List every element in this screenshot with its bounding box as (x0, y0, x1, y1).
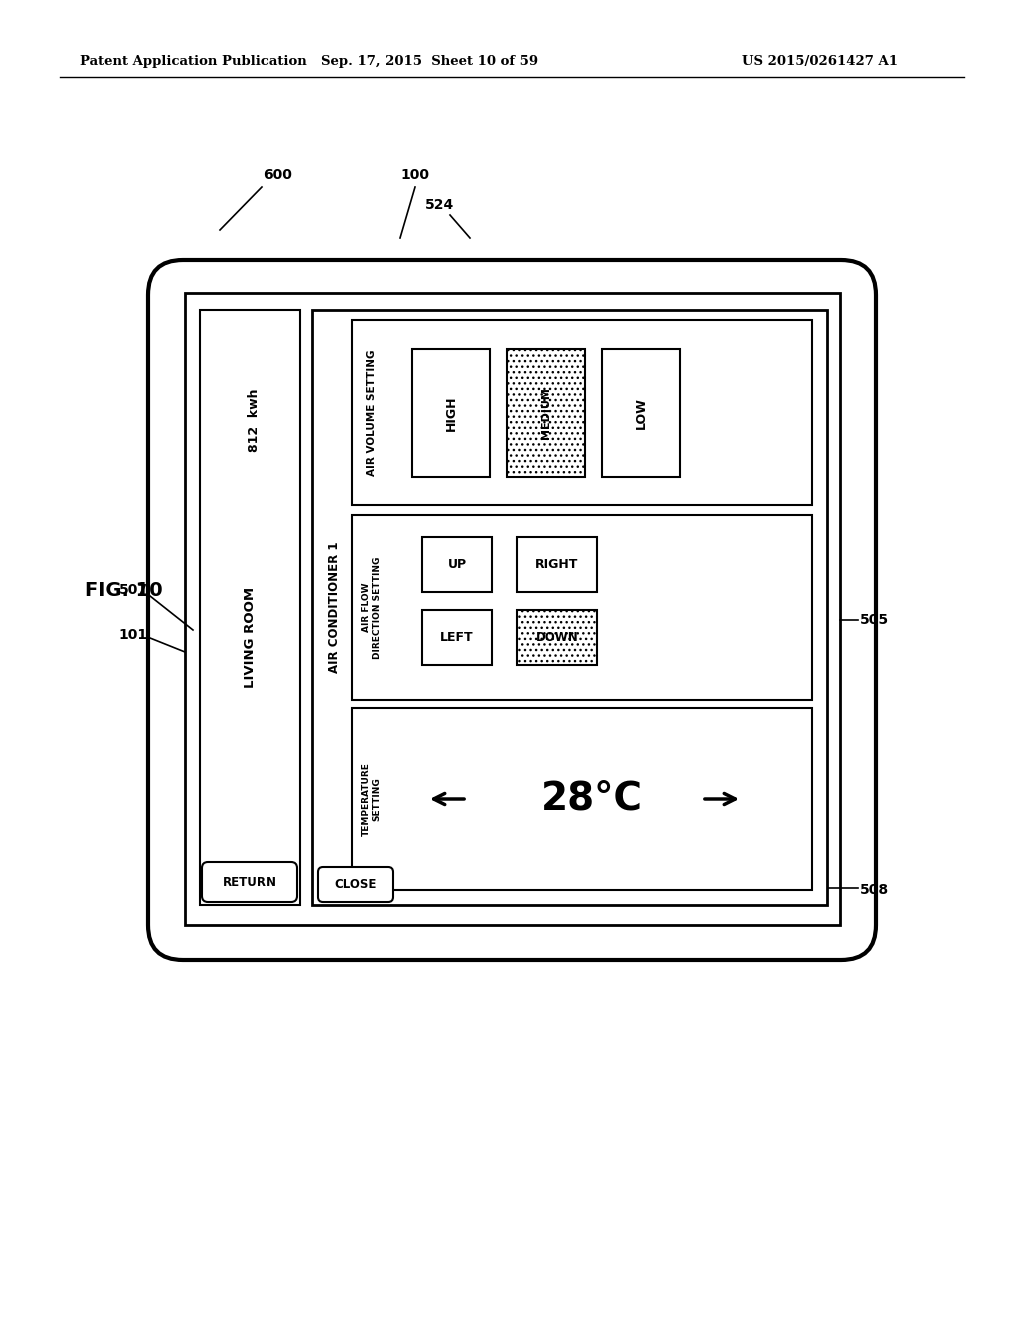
Text: Patent Application Publication: Patent Application Publication (80, 55, 307, 69)
Bar (422, 537, 492, 591)
Text: RETURN: RETURN (222, 875, 276, 888)
Bar (352, 708, 812, 890)
Text: UP: UP (447, 558, 467, 572)
Text: HIGH: HIGH (444, 395, 458, 430)
Text: US 2015/0261427 A1: US 2015/0261427 A1 (742, 55, 898, 69)
Bar (602, 348, 680, 477)
Text: MEDIUM: MEDIUM (541, 387, 551, 440)
Bar (517, 537, 597, 591)
Bar (352, 319, 812, 506)
Text: RIGHT: RIGHT (536, 558, 579, 572)
Bar (185, 293, 840, 925)
Text: 600: 600 (263, 168, 293, 182)
Text: 505: 505 (860, 612, 889, 627)
Text: 28°C: 28°C (541, 780, 643, 818)
Text: TEMPERATURE
SETTING: TEMPERATURE SETTING (362, 762, 382, 836)
Text: 524: 524 (425, 198, 455, 213)
Text: LIVING ROOM: LIVING ROOM (244, 587, 256, 688)
Bar (312, 310, 827, 906)
Bar (352, 515, 812, 700)
Text: DOWN: DOWN (536, 631, 579, 644)
Text: AIR CONDITIONER 1: AIR CONDITIONER 1 (328, 541, 341, 673)
Text: 100: 100 (400, 168, 429, 182)
Text: 507: 507 (119, 583, 148, 597)
Text: 101: 101 (119, 628, 148, 642)
Text: 508: 508 (860, 883, 889, 898)
Text: LEFT: LEFT (440, 631, 474, 644)
Bar (507, 348, 585, 477)
FancyBboxPatch shape (202, 862, 297, 902)
Text: 812  kwh: 812 kwh (249, 388, 261, 451)
Text: AIR VOLUME SETTING: AIR VOLUME SETTING (367, 350, 377, 475)
Bar (200, 310, 300, 906)
Bar (412, 348, 490, 477)
Text: Sep. 17, 2015  Sheet 10 of 59: Sep. 17, 2015 Sheet 10 of 59 (322, 55, 539, 69)
Bar (517, 610, 597, 665)
Text: FIG. 10: FIG. 10 (85, 581, 163, 599)
FancyBboxPatch shape (318, 867, 393, 902)
Bar (422, 610, 492, 665)
Text: AIR FLOW
DIRECTION SETTING: AIR FLOW DIRECTION SETTING (362, 556, 382, 659)
FancyBboxPatch shape (148, 260, 876, 960)
Text: LOW: LOW (635, 397, 647, 429)
Text: CLOSE: CLOSE (334, 878, 377, 891)
